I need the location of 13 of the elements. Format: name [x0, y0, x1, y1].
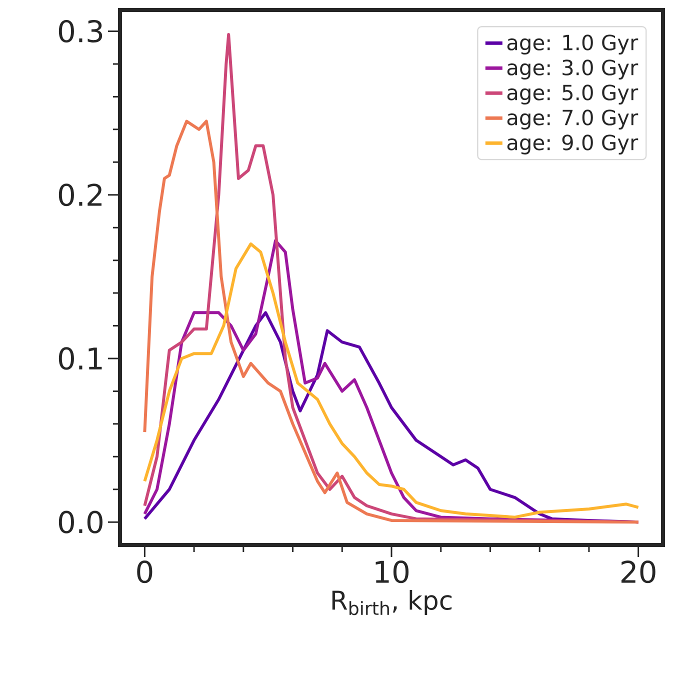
- legend-label: age: 1.0 Gyr: [507, 34, 638, 54]
- y-tick-label: 0.2: [58, 184, 102, 206]
- x-tick-label: 10: [376, 560, 409, 584]
- legend-label: age: 5.0 Gyr: [507, 84, 638, 104]
- y-tick-label: 0.0: [58, 510, 102, 534]
- legend-label: age: 3.0 Gyr: [507, 60, 638, 80]
- y-tick-label: 0.3: [58, 20, 102, 43]
- x-axis-title: R$_{birth}$, kpc: [332, 590, 452, 616]
- y-tick-label: 0.1: [58, 347, 102, 370]
- legend-label: age: 9.0 Gyr: [507, 134, 638, 154]
- legend-label: age: 7.0 Gyr: [507, 110, 638, 130]
- x-tick-label: 20: [621, 560, 656, 584]
- x-tick-label: 0: [137, 560, 152, 584]
